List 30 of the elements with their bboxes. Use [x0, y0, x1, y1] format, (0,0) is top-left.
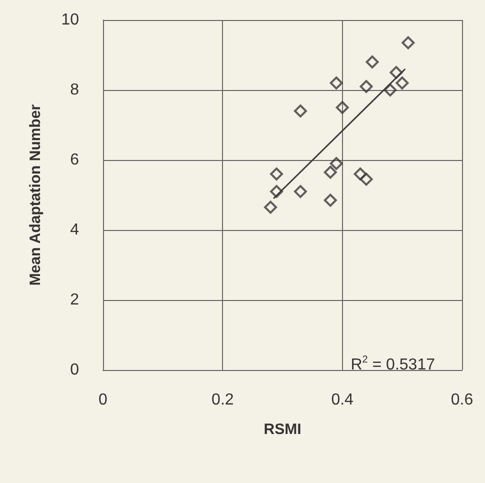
point: [336, 101, 349, 114]
point: [384, 84, 397, 96]
x-tick-label: 0: [98, 392, 108, 408]
point: [294, 104, 307, 118]
y-tick-label: 2: [70, 292, 80, 308]
point: [366, 56, 379, 68]
point: [324, 166, 337, 179]
point: [330, 76, 343, 90]
y-tick-label: 0: [70, 362, 80, 378]
y-tick-label: 6: [70, 152, 80, 168]
y-axis-title: Mean Adaptation Number: [27, 104, 44, 286]
point: [270, 168, 284, 180]
point: [360, 172, 373, 186]
point: [324, 194, 337, 207]
point: [360, 80, 373, 93]
point: [330, 157, 343, 170]
y-tick-label: 8: [70, 82, 80, 98]
point: [396, 76, 409, 90]
x-tick-label: 0.4: [331, 392, 354, 408]
x-tick-label: 0.6: [450, 392, 474, 408]
point: [390, 66, 403, 79]
point: [294, 185, 307, 198]
point: [264, 200, 278, 214]
x-tick-label: 0.2: [212, 392, 234, 408]
x-axis-title: RSMI: [264, 421, 302, 438]
point: [354, 168, 367, 180]
point: [402, 36, 415, 50]
point: [270, 185, 284, 198]
y-tick-label: 10: [61, 12, 80, 28]
y-tick-label: 4: [70, 222, 80, 238]
